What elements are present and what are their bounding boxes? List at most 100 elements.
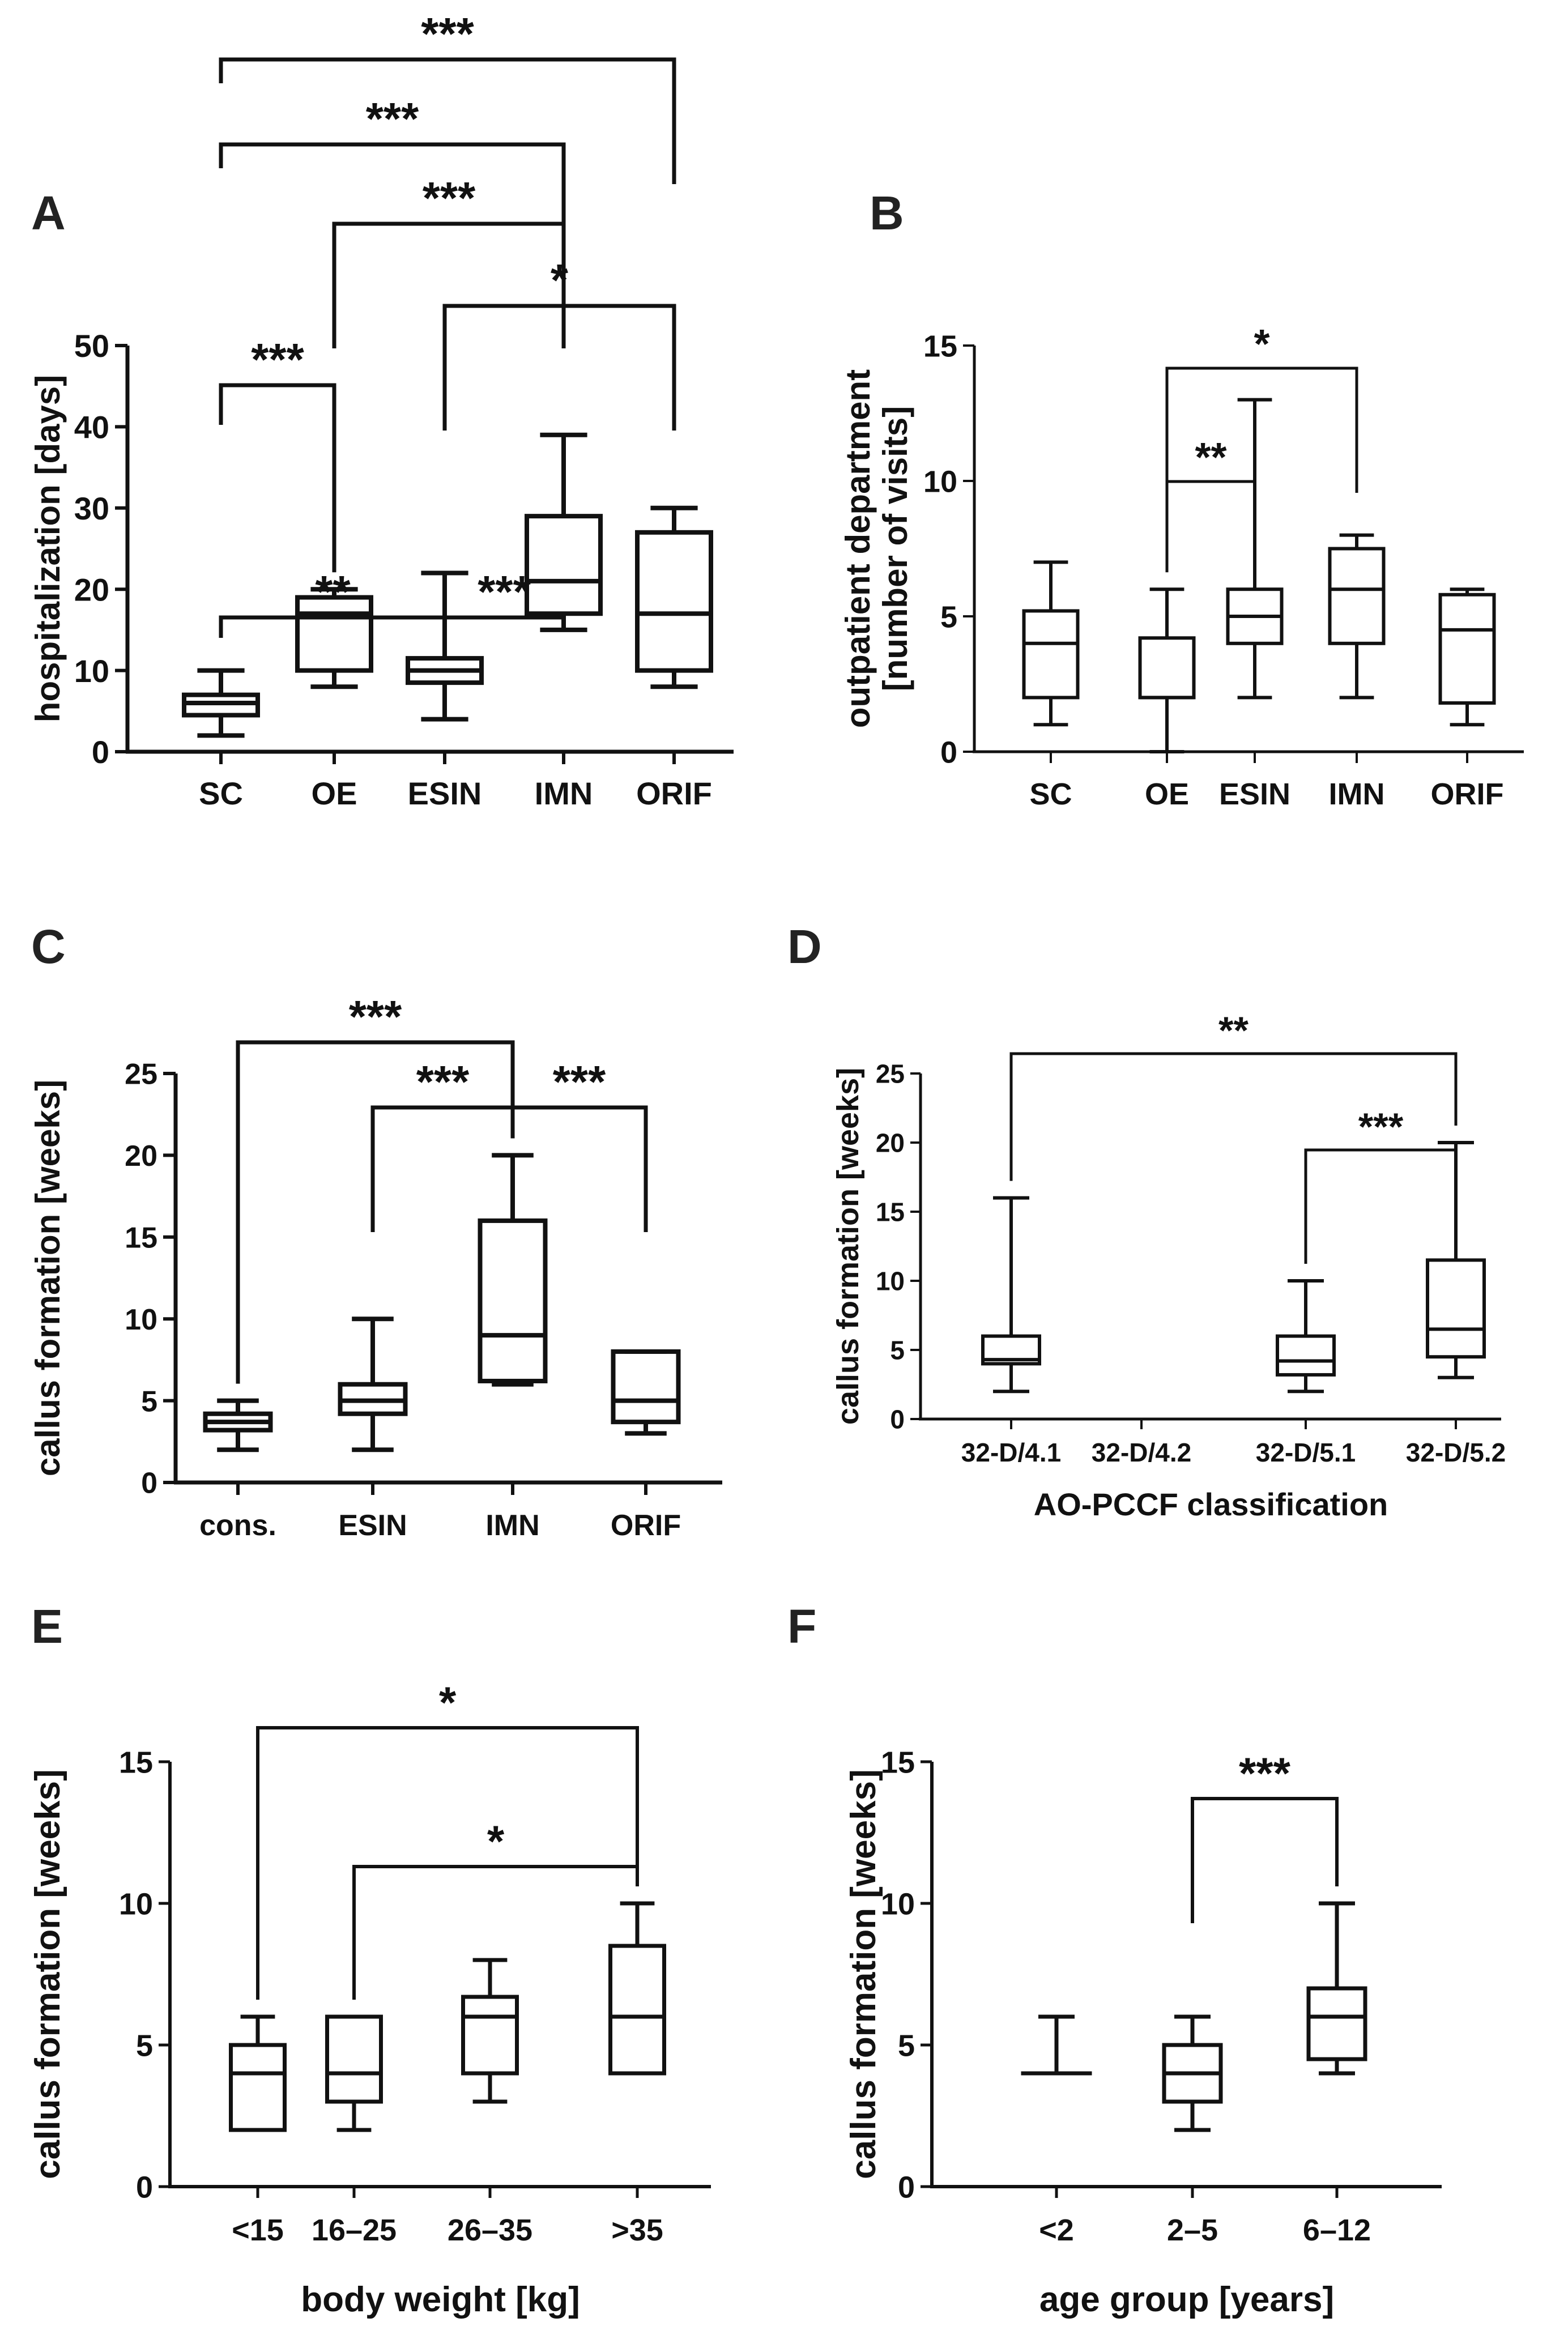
box-f-0: [1021, 2014, 1092, 2076]
x-tick-label: 32-D/5.2: [1406, 1438, 1506, 1467]
bracket-line: [370, 1105, 515, 1232]
iqr-box: [1306, 1986, 1367, 2061]
significance-bracket: **: [219, 566, 447, 638]
y-tick-label: 10: [923, 465, 957, 499]
y-tick-label: 20: [125, 1140, 157, 1173]
bracket-line: [1304, 1148, 1458, 1264]
significance-label: **: [1218, 1009, 1249, 1052]
x-tick-label: IMN: [485, 1509, 539, 1542]
box-a-3: [525, 432, 603, 632]
y-tick-label: 15: [923, 329, 957, 363]
significance-label: **: [315, 566, 351, 617]
y-tick-label: 40: [74, 410, 109, 445]
iqr-box: [478, 1218, 548, 1383]
significance-bracket: *: [256, 1677, 639, 2000]
significance-bracket: ***: [219, 93, 566, 269]
x-tick-label: OE: [312, 776, 357, 811]
x-tick-label: ESIN: [338, 1509, 407, 1542]
y-tick-label: 10: [881, 1887, 915, 1921]
y-tick-label: 25: [876, 1059, 905, 1089]
panel-letter-a: A: [31, 186, 66, 240]
box-f-1: [1162, 2014, 1223, 2132]
box-a-4: [635, 505, 713, 689]
y-tick-label: 15: [119, 1745, 153, 1779]
y-tick-label: 10: [125, 1303, 157, 1336]
y-tick-label: 50: [74, 328, 109, 364]
box-c-0: [203, 1398, 273, 1452]
y-tick-label: 5: [898, 2029, 915, 2063]
significance-bracket: ***: [219, 8, 676, 184]
x-tick-label: OE: [1145, 777, 1189, 811]
panel-c: C 0 5 10 15 20 25 cons. ESIN IMN ORIF callus format…: [29, 920, 722, 1542]
significance-bracket: ***: [1191, 1748, 1339, 1923]
x-tick-label: 32-D/4.1: [961, 1438, 1061, 1467]
y-tick-label: 15: [881, 1745, 915, 1779]
x-tick-label: IMN: [1329, 777, 1385, 811]
significance-bracket: ***: [219, 334, 336, 573]
bracket-line: [256, 1726, 639, 2000]
significance-label: **: [1195, 435, 1226, 480]
x-tick-label: 32-D/5.1: [1256, 1438, 1356, 1467]
y-tick-label: 0: [92, 734, 109, 770]
y-axis-label: callus formation [weeks]: [831, 1068, 865, 1425]
panel-b: B 0 5 10 15 SC OE ESIN IMN ORIF outpatient departm…: [839, 186, 1524, 811]
iqr-box: [1426, 1258, 1486, 1359]
x-tick-label: 16–25: [312, 2213, 397, 2247]
bracket-line: [332, 221, 566, 348]
x-tick-label: ORIF: [636, 776, 712, 811]
significance-bracket: **: [1009, 1009, 1458, 1181]
y-tick-label: 5: [141, 1385, 157, 1418]
iqr-box: [325, 2014, 383, 2104]
bracket-line: [1165, 367, 1358, 493]
iqr-box: [608, 1944, 666, 2076]
significance-label: *: [1254, 322, 1269, 367]
box-d-2: [1276, 1279, 1336, 1394]
significance-label: ***: [1358, 1105, 1404, 1148]
significance-bracket: ***: [332, 173, 566, 348]
significance-bracket: ***: [370, 1056, 515, 1232]
bracket-line: [510, 1105, 648, 1232]
y-tick-label: 10: [876, 1267, 905, 1296]
x-axis-label: AO-PCCF classification: [1034, 1486, 1388, 1522]
y-tick-label: 10: [74, 653, 109, 689]
y-axis-label: callus formation [weeks]: [28, 1769, 67, 2179]
significance-bracket: *: [352, 1816, 639, 2000]
y-axis-label-line: outpatient department: [839, 369, 877, 728]
y-axis-label: callus formation [weeks]: [844, 1769, 883, 2179]
significance-label: ***: [421, 8, 474, 59]
box-c-1: [338, 1317, 408, 1452]
panel-letter-b: B: [870, 186, 904, 240]
box-b-0: [1022, 560, 1080, 727]
box-e-2: [461, 1958, 519, 2104]
bracket-line: [442, 615, 566, 623]
y-tick-label: 30: [74, 491, 109, 526]
box-d-3: [1426, 1141, 1486, 1379]
box-b-2: [1226, 398, 1284, 700]
iqr-box: [981, 1334, 1041, 1366]
x-tick-label: ORIF: [1431, 777, 1504, 811]
significance-bracket: ***: [510, 1056, 648, 1232]
bracket-line: [219, 383, 336, 573]
y-tick-label: 5: [940, 600, 957, 634]
bracket-line: [442, 304, 676, 431]
x-tick-label: >35: [611, 2213, 663, 2247]
y-tick-label: 5: [890, 1336, 905, 1365]
box-b-3: [1328, 533, 1386, 700]
bracket-line: [1165, 480, 1256, 573]
x-tick-label: ORIF: [611, 1509, 681, 1542]
box-a-0: [182, 668, 260, 738]
box-d-0: [981, 1196, 1041, 1394]
panel-letter-f: F: [787, 1600, 816, 1653]
x-tick-label: <2: [1039, 2213, 1074, 2247]
y-tick-label: 0: [890, 1405, 905, 1434]
y-tick-label: 5: [136, 2029, 153, 2063]
significance-label: ***: [553, 1056, 606, 1107]
x-tick-label: cons.: [199, 1509, 276, 1542]
x-tick-label: 2–5: [1167, 2213, 1218, 2247]
significance-label: *: [551, 255, 569, 305]
significance-bracket: ***: [236, 991, 515, 1384]
y-axis-label-line: [number of visits]: [876, 406, 914, 691]
y-tick-label: 15: [876, 1198, 905, 1227]
significance-label: *: [439, 1677, 457, 1727]
box-b-1: [1138, 587, 1196, 753]
